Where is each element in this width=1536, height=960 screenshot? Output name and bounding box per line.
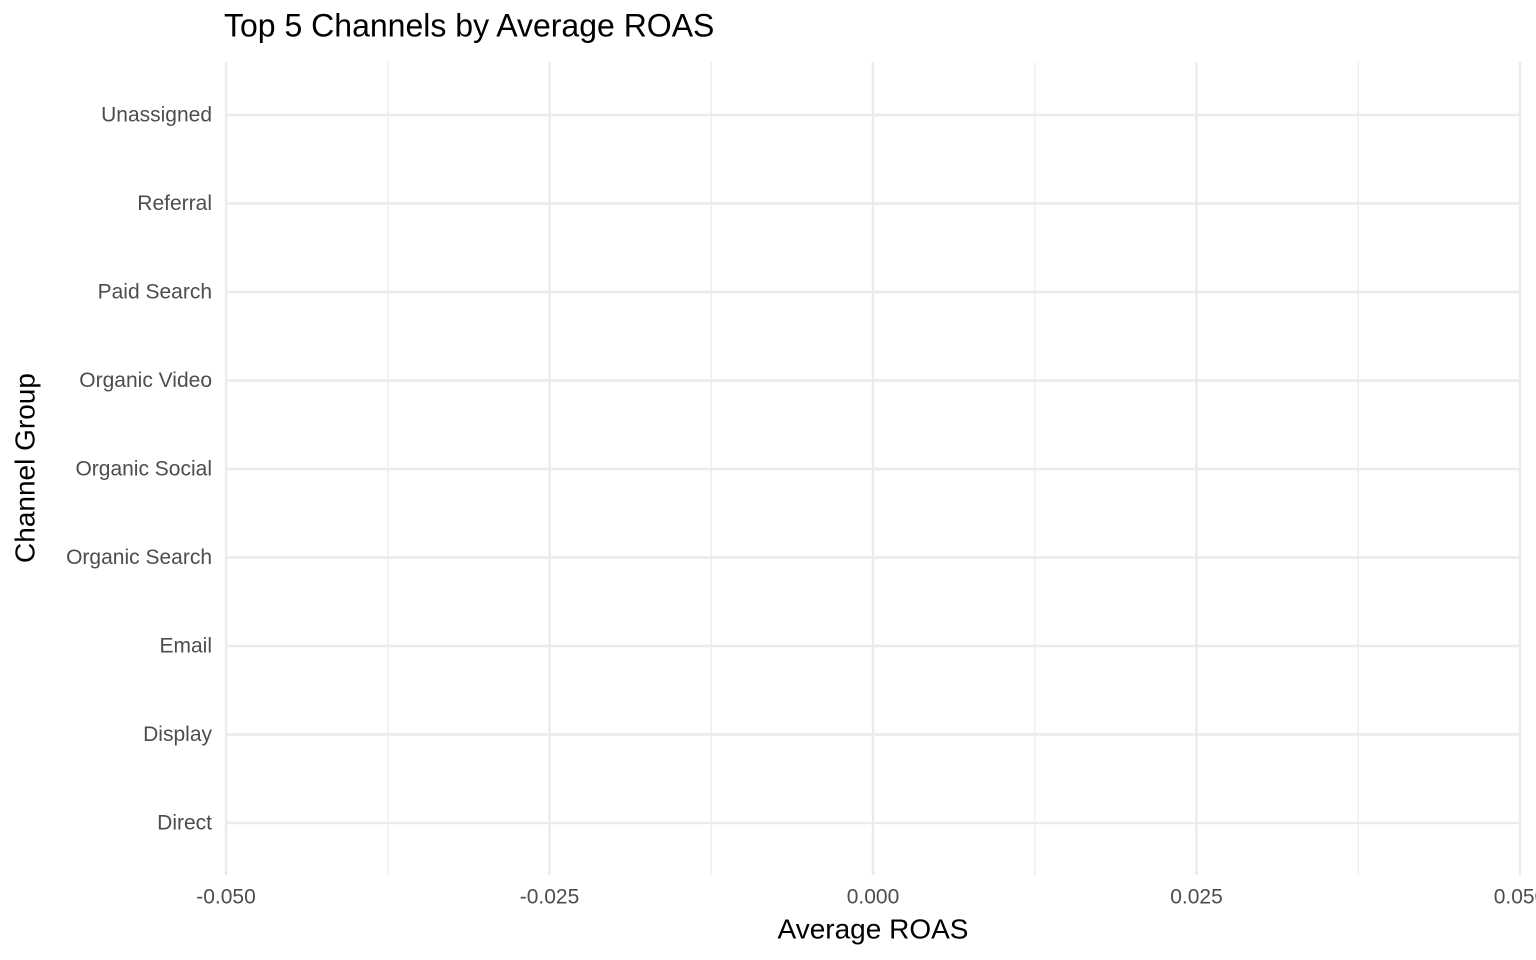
x-axis-label: Average ROAS [778,913,969,944]
x-tick-label: -0.050 [196,886,256,909]
y-tick-label: Direct [157,812,212,835]
y-tick-label: Referral [137,192,212,215]
x-tick-label: 0.025 [1170,886,1223,909]
y-tick-label: Organic Social [75,458,212,481]
y-tick-label: Paid Search [98,281,212,304]
y-axis-label: Channel Group [9,373,40,563]
y-tick-label: Unassigned [101,104,212,127]
y-tick-label: Organic Video [79,369,212,392]
y-tick-label: Organic Search [66,546,212,569]
x-tick-label: 0.050 [1494,886,1536,909]
x-tick-label: 0.000 [847,886,900,909]
y-tick-label: Display [143,723,212,746]
x-tick-label: -0.025 [520,886,580,909]
y-tick-label: Email [159,635,212,658]
chart-title: Top 5 Channels by Average ROAS [224,7,714,43]
